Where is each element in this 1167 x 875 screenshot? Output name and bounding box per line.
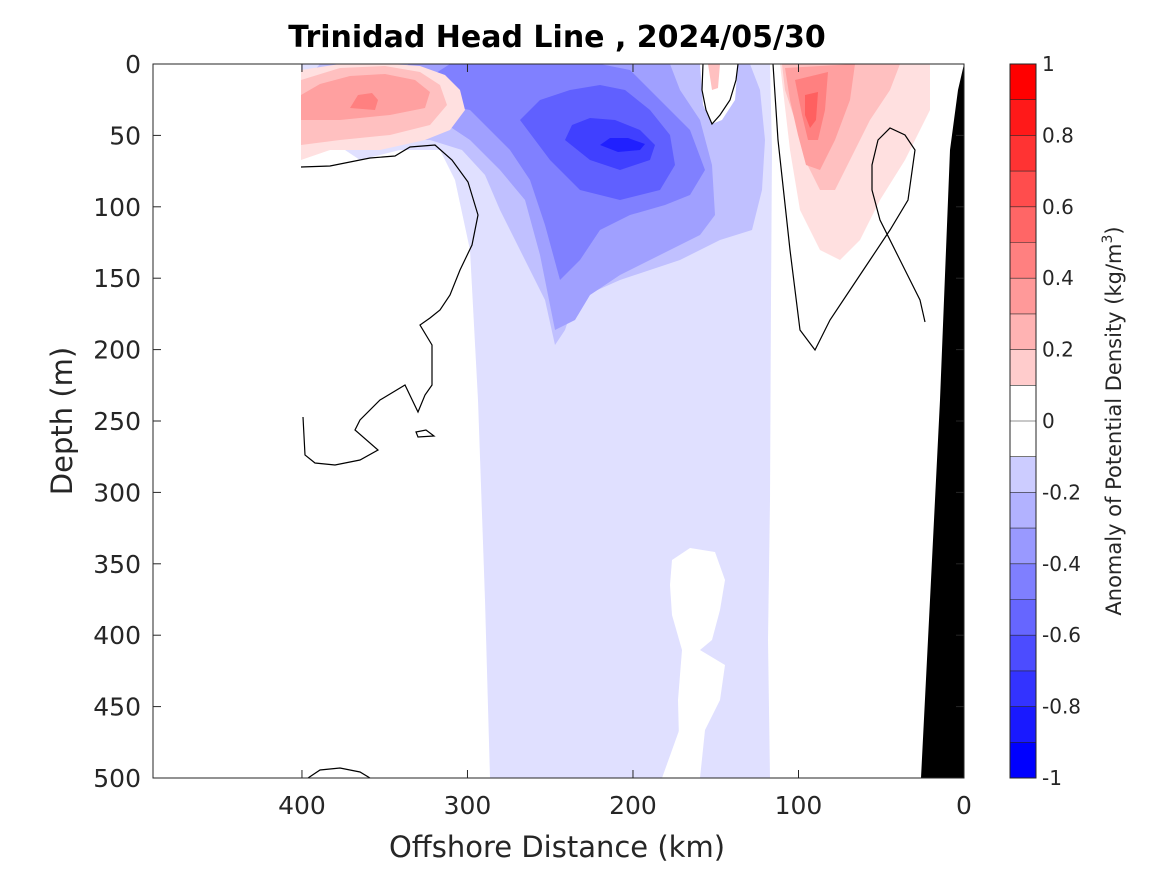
y-axis-label: Depth (m) <box>45 347 79 495</box>
colorbar <box>1010 64 1036 779</box>
colorbar-band <box>1010 242 1036 279</box>
positive-anomaly-level-5 <box>805 92 818 128</box>
y-tick-label: 50 <box>109 121 141 150</box>
colorbar-label-close: ) <box>1102 226 1126 234</box>
y-tick-label: 100 <box>93 193 141 222</box>
zero-contour-line <box>415 429 436 438</box>
colorbar-label-superscript: 3 <box>1100 235 1116 244</box>
x-tick-label: 400 <box>278 791 326 820</box>
colorbar-band <box>1010 456 1036 493</box>
colorbar-band <box>1010 635 1036 672</box>
y-tick-label: 200 <box>93 336 141 365</box>
y-tick-label: 150 <box>93 264 141 293</box>
colorbar-tick-label: 0.6 <box>1042 195 1074 219</box>
colorbar-ticks: 1 0.8 0.6 0.4 0.2 0 -0.2 -0.4 -0.6 -0.8 -1 <box>1042 52 1081 790</box>
zero-contour-line <box>772 64 926 352</box>
colorbar-label: Anomaly of Potential Density (kg/m3) <box>1100 226 1126 615</box>
x-tick-label: 100 <box>775 791 823 820</box>
positive-anomaly-level-4 <box>350 93 378 110</box>
zero-contour-line <box>701 64 739 126</box>
positive-anomaly-small-patch <box>708 64 720 90</box>
x-tick-label: 300 <box>444 791 492 820</box>
colorbar-tick-label: -1 <box>1042 766 1062 790</box>
colorbar-band <box>1010 349 1036 386</box>
colorbar-band <box>1010 492 1036 529</box>
density-field <box>300 64 964 778</box>
colorbar-band <box>1010 385 1036 422</box>
colorbar-band <box>1010 421 1036 458</box>
colorbar-band <box>1010 99 1036 136</box>
colorbar-tick-label: -0.6 <box>1042 623 1081 647</box>
y-tick-label: 0 <box>125 50 141 79</box>
colorbar-tick-label: 0 <box>1042 409 1055 433</box>
colorbar-band <box>1010 563 1036 600</box>
zero-contour-line <box>307 767 371 778</box>
y-tick-label: 500 <box>93 764 141 793</box>
neutral-pocket <box>700 64 738 124</box>
zero-contour-line <box>300 144 479 466</box>
y-tick-label: 300 <box>93 478 141 507</box>
x-axis: 400 300 200 100 0 <box>278 64 972 820</box>
chart-title: Trinidad Head Line , 2024/05/30 <box>288 20 825 55</box>
x-axis-label: Offshore Distance (km) <box>389 830 725 864</box>
colorbar-band <box>1010 670 1036 708</box>
colorbar-tick-label: 0.4 <box>1042 266 1074 290</box>
colorbar-tick-label: 1 <box>1042 52 1055 76</box>
y-tick-label: 450 <box>93 693 141 722</box>
colorbar-label-main: Anomaly of Potential Density (kg/m <box>1102 244 1126 616</box>
y-axis: 0 50 100 150 200 250 300 350 400 450 500 <box>93 50 964 793</box>
zero-contours <box>300 64 926 778</box>
colorbar-band <box>1010 706 1036 743</box>
x-tick-label: 200 <box>609 791 657 820</box>
colorbar-band <box>1010 64 1036 101</box>
colorbar-band <box>1010 528 1036 565</box>
colorbar-tick-label: 0.2 <box>1042 338 1074 362</box>
colorbar-band <box>1010 278 1036 315</box>
neutral-pocket <box>670 548 725 778</box>
colorbar-band <box>1010 171 1036 208</box>
y-tick-label: 250 <box>93 407 141 436</box>
colorbar-band <box>1010 599 1036 636</box>
x-tick-label: 0 <box>956 791 972 820</box>
colorbar-tick-label: -0.2 <box>1042 480 1081 504</box>
colorbar-band <box>1010 135 1036 172</box>
bathymetry-mask <box>921 64 964 778</box>
y-tick-label: 400 <box>93 621 141 650</box>
colorbar-frame <box>1009 63 1037 779</box>
negative-anomaly-core <box>600 138 645 152</box>
colorbar-band <box>1010 742 1036 779</box>
colorbar-tick-label: 0.8 <box>1042 123 1074 147</box>
colorbar-band <box>1010 313 1036 351</box>
colorbar-tick-label: -0.4 <box>1042 552 1081 576</box>
colorbar-band <box>1010 206 1036 243</box>
y-tick-label: 350 <box>93 550 141 579</box>
colorbar-tick-label: -0.8 <box>1042 695 1081 719</box>
